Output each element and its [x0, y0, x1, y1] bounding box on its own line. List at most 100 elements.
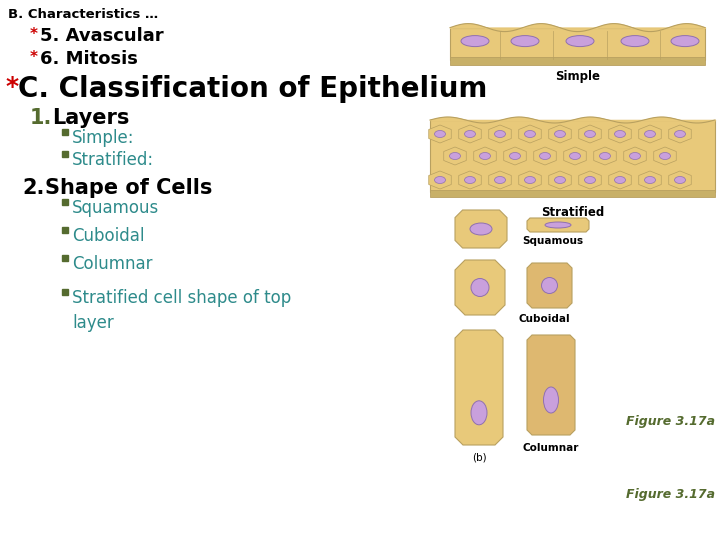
Ellipse shape — [600, 152, 611, 159]
Text: 6. Mitosis: 6. Mitosis — [40, 50, 138, 68]
Polygon shape — [639, 171, 661, 189]
Polygon shape — [564, 147, 586, 165]
Ellipse shape — [464, 177, 475, 184]
Text: Shape of Cells: Shape of Cells — [45, 178, 212, 198]
Polygon shape — [455, 260, 505, 315]
Ellipse shape — [471, 401, 487, 425]
Text: Stratified:: Stratified: — [72, 151, 154, 169]
Ellipse shape — [566, 36, 594, 46]
Ellipse shape — [544, 387, 559, 413]
Polygon shape — [518, 171, 541, 189]
Polygon shape — [549, 171, 571, 189]
Ellipse shape — [434, 177, 446, 184]
Polygon shape — [669, 171, 691, 189]
Text: *: * — [30, 50, 38, 65]
Ellipse shape — [510, 152, 521, 159]
Ellipse shape — [554, 131, 565, 138]
Polygon shape — [608, 125, 631, 143]
Polygon shape — [455, 330, 503, 445]
Polygon shape — [549, 125, 571, 143]
Polygon shape — [639, 125, 661, 143]
Text: B. Characteristics …: B. Characteristics … — [8, 8, 158, 21]
Bar — [62, 289, 68, 295]
Ellipse shape — [434, 131, 446, 138]
Text: Simple:: Simple: — [72, 129, 135, 147]
Polygon shape — [579, 171, 601, 189]
Polygon shape — [534, 147, 557, 165]
Ellipse shape — [585, 177, 595, 184]
Ellipse shape — [461, 36, 489, 46]
Polygon shape — [527, 335, 575, 435]
Polygon shape — [444, 147, 467, 165]
Polygon shape — [428, 125, 451, 143]
Text: *: * — [5, 75, 18, 99]
Bar — [450, 57, 705, 65]
Polygon shape — [459, 171, 481, 189]
Text: 1.: 1. — [30, 108, 53, 128]
Text: Cuboidal: Cuboidal — [72, 227, 145, 245]
Bar — [62, 129, 68, 135]
Text: Layers: Layers — [52, 108, 130, 128]
Text: 5. Avascular: 5. Avascular — [40, 27, 163, 45]
Bar — [430, 190, 715, 197]
Ellipse shape — [495, 177, 505, 184]
Polygon shape — [489, 171, 511, 189]
Bar — [450, 28, 705, 60]
Ellipse shape — [471, 279, 489, 296]
Text: Squamous: Squamous — [523, 236, 584, 246]
Ellipse shape — [464, 131, 475, 138]
Ellipse shape — [545, 222, 571, 228]
Polygon shape — [527, 263, 572, 308]
Polygon shape — [579, 125, 601, 143]
Bar — [62, 227, 68, 233]
Ellipse shape — [449, 152, 461, 159]
Ellipse shape — [675, 177, 685, 184]
Text: *: * — [30, 27, 38, 42]
Ellipse shape — [621, 36, 649, 46]
Ellipse shape — [675, 131, 685, 138]
Ellipse shape — [554, 177, 565, 184]
Text: Cuboidal: Cuboidal — [518, 314, 570, 324]
Ellipse shape — [480, 152, 490, 159]
Polygon shape — [504, 147, 526, 165]
Text: Columnar: Columnar — [523, 443, 579, 453]
Text: Figure 3.17a: Figure 3.17a — [626, 415, 715, 428]
Polygon shape — [527, 218, 589, 232]
Polygon shape — [455, 210, 507, 248]
Polygon shape — [654, 147, 676, 165]
Bar — [430, 120, 715, 192]
Polygon shape — [624, 147, 647, 165]
Ellipse shape — [470, 223, 492, 235]
Ellipse shape — [585, 131, 595, 138]
Text: Squamous: Squamous — [72, 199, 159, 217]
Bar — [62, 255, 68, 261]
Ellipse shape — [644, 131, 655, 138]
Ellipse shape — [539, 152, 551, 159]
Bar — [62, 151, 68, 157]
Ellipse shape — [495, 131, 505, 138]
Ellipse shape — [660, 152, 670, 159]
Text: Columnar: Columnar — [72, 255, 153, 273]
Polygon shape — [428, 171, 451, 189]
Ellipse shape — [524, 177, 536, 184]
Ellipse shape — [524, 131, 536, 138]
Polygon shape — [608, 171, 631, 189]
Ellipse shape — [570, 152, 580, 159]
Ellipse shape — [644, 177, 655, 184]
Polygon shape — [489, 125, 511, 143]
Text: 2.: 2. — [22, 178, 45, 198]
Text: C. Classification of Epithelium: C. Classification of Epithelium — [18, 75, 487, 103]
Ellipse shape — [614, 131, 626, 138]
Bar — [62, 199, 68, 205]
Text: (b): (b) — [472, 453, 486, 463]
Ellipse shape — [629, 152, 641, 159]
Text: Stratified: Stratified — [541, 206, 604, 219]
Polygon shape — [474, 147, 496, 165]
Ellipse shape — [671, 36, 699, 46]
Polygon shape — [594, 147, 616, 165]
Ellipse shape — [614, 177, 626, 184]
Ellipse shape — [511, 36, 539, 46]
Text: Stratified cell shape of top
layer: Stratified cell shape of top layer — [72, 289, 292, 332]
Text: Figure 3.17a: Figure 3.17a — [626, 488, 715, 501]
Polygon shape — [669, 125, 691, 143]
